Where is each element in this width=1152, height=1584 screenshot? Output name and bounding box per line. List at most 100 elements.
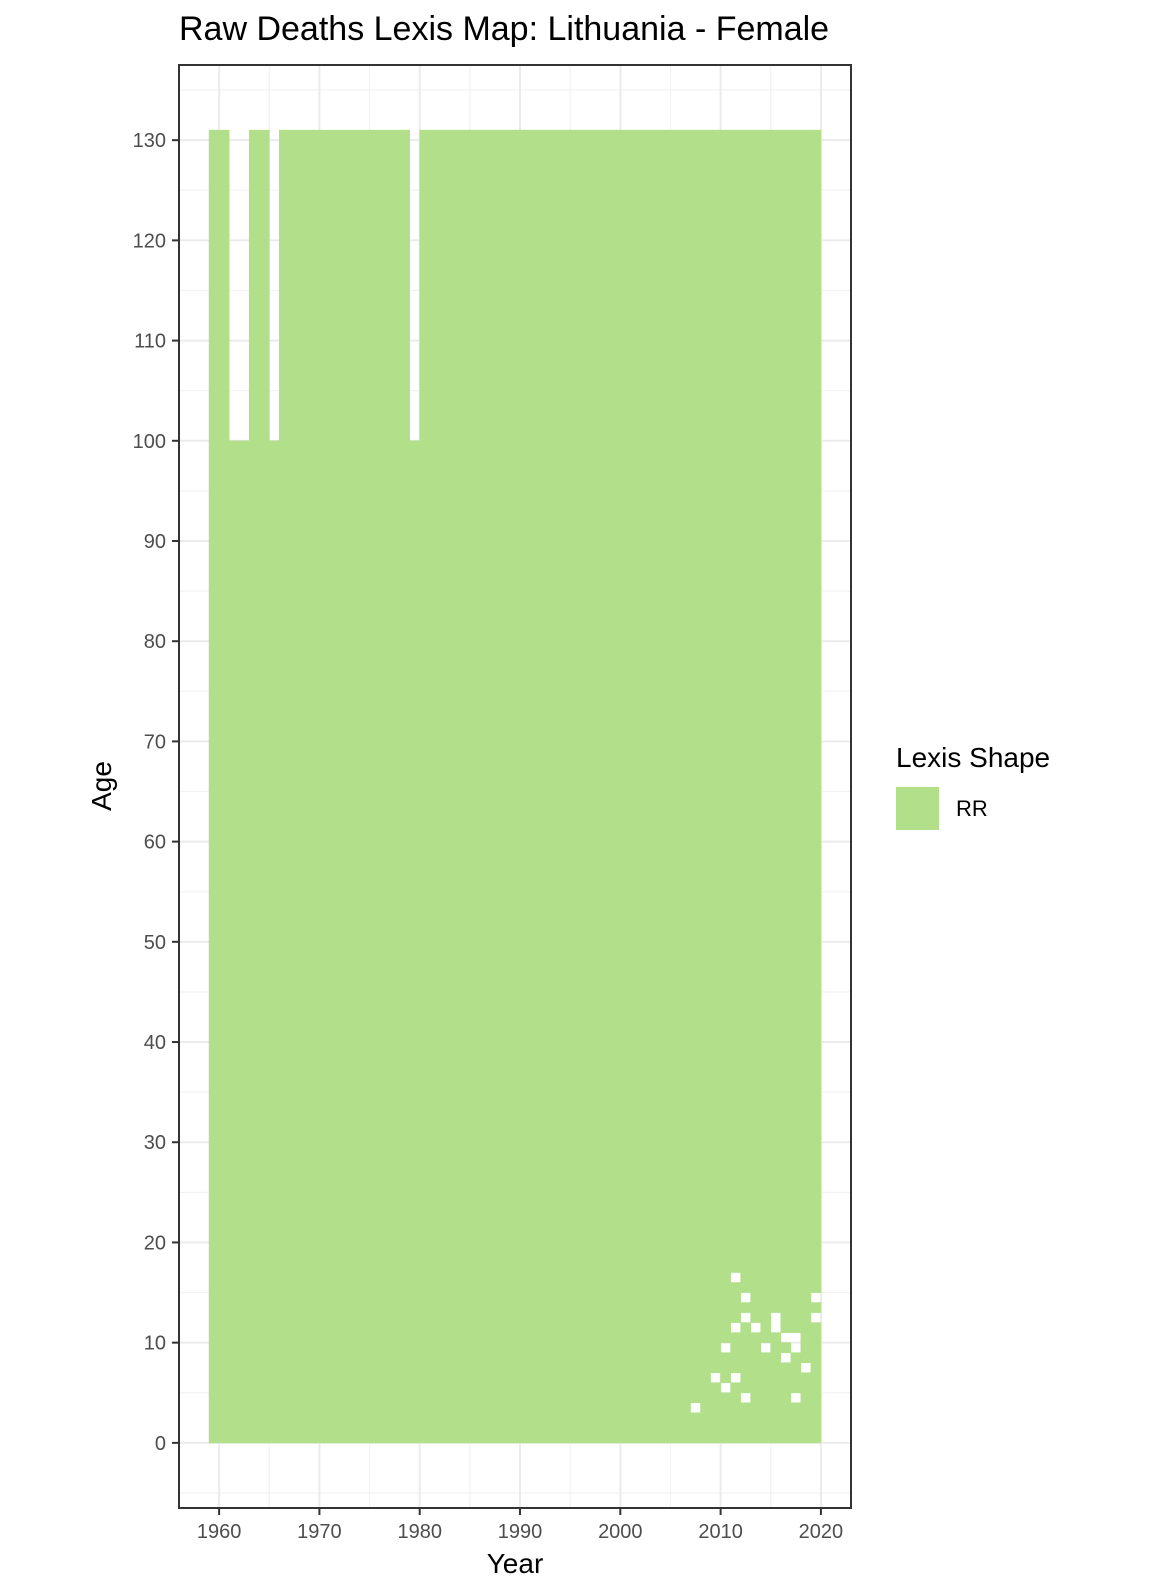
heatmap-cell (539, 129, 551, 1444)
heatmap-cell (409, 440, 421, 1444)
heatmap-cell (730, 1332, 741, 1374)
x-tick-label: 1990 (498, 1521, 543, 1543)
heatmap-cell (589, 129, 601, 1444)
heatmap-cell (469, 129, 481, 1444)
heatmap-cell (810, 1322, 822, 1444)
heatmap-cell (208, 129, 220, 1444)
heatmap-cell (810, 1302, 822, 1313)
y-tick-label: 130 (133, 130, 166, 152)
heatmap-cell (750, 129, 762, 1323)
heatmap-cell (790, 1352, 802, 1394)
heatmap-cell (780, 1362, 792, 1444)
heatmap-cell (369, 129, 380, 1444)
y-tick-label: 60 (144, 832, 166, 854)
heatmap-cell (299, 129, 310, 1444)
y-tick-label: 110 (134, 331, 166, 353)
heatmap-cell (268, 440, 280, 1444)
heatmap-cell (278, 129, 290, 1444)
heatmap-cell (640, 129, 651, 1444)
heatmap-cell (690, 1412, 701, 1444)
heatmap-cell (800, 129, 812, 1363)
x-tick-label: 2010 (698, 1521, 743, 1543)
heatmap-cell (780, 129, 792, 1333)
y-tick-label: 80 (144, 631, 166, 653)
heatmap-cell (559, 129, 571, 1444)
y-tick-label: 100 (133, 431, 166, 453)
heatmap-cell (730, 1382, 741, 1444)
heatmap-cell (569, 129, 581, 1444)
x-tick-label: 2000 (598, 1521, 643, 1543)
heatmap-cell (549, 129, 561, 1444)
heatmap-cell (620, 129, 631, 1444)
heatmap-cell (720, 1392, 731, 1444)
y-tick-label: 90 (144, 531, 166, 553)
heatmap-cell (740, 1402, 752, 1444)
heatmap-cell (359, 129, 370, 1444)
heatmap-cell (429, 129, 441, 1444)
heatmap-cell (730, 1282, 741, 1323)
heatmap-cell (599, 129, 611, 1444)
heatmap-cell (720, 129, 731, 1343)
heatmap-cell (760, 1352, 772, 1444)
heatmap-cell (489, 129, 501, 1444)
heatmap-cell (790, 1402, 802, 1444)
axes: 1960 1970 1980 1990 2000 2010 2020 0 10 20 30 40 50 6… (133, 64, 852, 1543)
heatmap-cell (660, 129, 671, 1444)
heatmap-cell (740, 129, 752, 1293)
heatmap-cell (349, 129, 360, 1444)
heatmap-cell (740, 1322, 752, 1394)
heatmap-cell (730, 129, 741, 1273)
x-tick-label: 1980 (397, 1521, 442, 1543)
heatmap-cell (800, 1372, 812, 1444)
heatmap-cell (248, 129, 260, 1444)
heatmap-cell (309, 129, 320, 1444)
heatmap-cell (650, 129, 661, 1444)
y-axis-title: Age (86, 761, 117, 811)
heatmap-cell (339, 129, 350, 1444)
heatmap-cell (329, 129, 340, 1444)
heatmap-cell (449, 129, 461, 1444)
legend-label-rr: RR (956, 796, 988, 821)
x-tick-label: 2020 (799, 1521, 844, 1543)
y-tick-label: 40 (144, 1032, 166, 1054)
heatmap-cell (710, 1382, 721, 1444)
heatmap-cell (780, 1342, 792, 1353)
heatmap-cell (459, 129, 471, 1444)
heatmap-cell (399, 129, 410, 1444)
heatmap-cell (509, 129, 521, 1444)
y-tick-label: 120 (133, 230, 166, 252)
legend-title: Lexis Shape (896, 742, 1050, 773)
chart-title: Raw Deaths Lexis Map: Lithuania - Female (179, 10, 829, 48)
heatmap-cell (258, 129, 270, 1444)
heatmap-cell (228, 440, 240, 1444)
x-tick-label: 1960 (197, 1521, 242, 1543)
heatmap-cell (529, 129, 541, 1444)
y-tick-label: 10 (144, 1333, 166, 1355)
heatmap-cell (810, 129, 822, 1293)
y-tick-label: 70 (144, 731, 166, 753)
y-tick-label: 0 (155, 1433, 166, 1455)
heatmap-cell (319, 129, 330, 1444)
heatmap-cell (680, 129, 691, 1444)
heatmap-cell (700, 129, 711, 1444)
heatmap-cell (750, 1332, 762, 1444)
heatmap-cell (790, 129, 802, 1333)
heatmap-cell (710, 129, 721, 1374)
heatmap-cell (519, 129, 531, 1444)
heatmap-cell (419, 129, 431, 1444)
heatmap-cell (720, 1352, 731, 1384)
heatmap-cell (690, 129, 701, 1404)
heatmap-cell (479, 129, 491, 1444)
heatmap-cell (289, 129, 300, 1444)
heatmap-cell (630, 129, 641, 1444)
heatmap-cell (770, 129, 782, 1313)
heatmap-cell (760, 129, 772, 1343)
heatmap-cell (579, 129, 591, 1444)
legend-key-rr (896, 787, 939, 830)
heatmap-cell (770, 1332, 782, 1444)
plot-panel (179, 65, 851, 1508)
heatmap-cell (218, 129, 230, 1444)
heatmap-cell (670, 129, 681, 1444)
heatmap-cell (379, 129, 390, 1444)
